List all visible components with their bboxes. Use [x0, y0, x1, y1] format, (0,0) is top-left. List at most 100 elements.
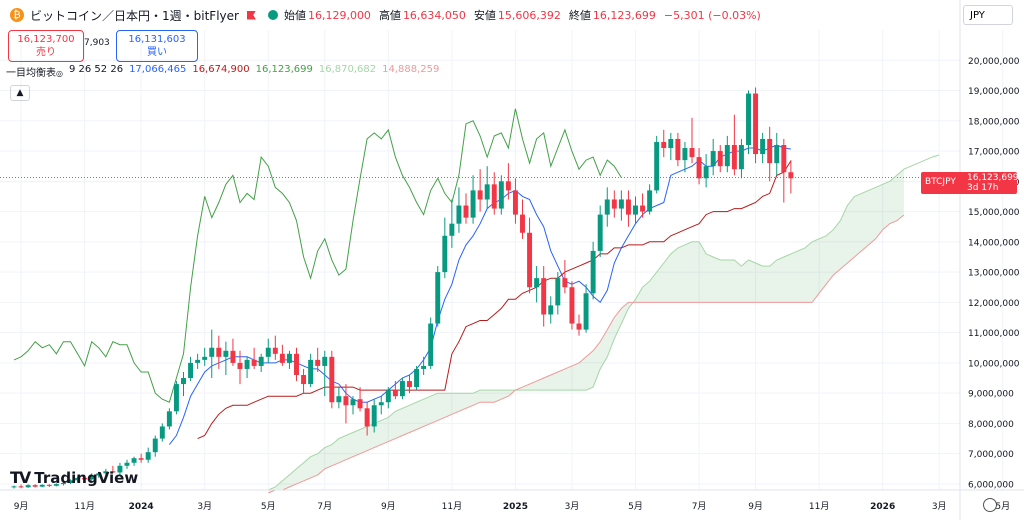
- candle-body: [60, 483, 66, 485]
- candle-body: [512, 190, 518, 215]
- candle-body: [421, 365, 427, 369]
- candle-body: [534, 278, 540, 288]
- candle-body: [717, 151, 723, 167]
- candle-body: [505, 181, 511, 191]
- candle-body: [322, 356, 328, 366]
- ichimoku-legend[interactable]: 一目均衡表◎ 9 26 52 26 17,066,465 16,674,900 …: [6, 64, 439, 79]
- collapse-chevron-icon[interactable]: ▲: [10, 85, 30, 101]
- currency-selector[interactable]: JPY: [963, 5, 1013, 25]
- candle-body: [703, 166, 709, 179]
- candle-body: [576, 323, 582, 330]
- candle-body: [265, 347, 271, 357]
- ichimoku-cloud: [268, 169, 904, 493]
- ticker-price: 16,123,699: [967, 172, 1019, 183]
- x-tick-label: 11月: [809, 501, 829, 512]
- candle-body: [188, 362, 194, 379]
- candle-body: [32, 485, 38, 487]
- candle-body: [216, 347, 222, 357]
- candle-body: [251, 359, 257, 366]
- sell-button[interactable]: 16,123,700 売り: [8, 30, 84, 62]
- candle-body: [202, 356, 208, 360]
- candle-body: [414, 368, 420, 388]
- candle-body: [181, 378, 186, 385]
- candle-body: [75, 477, 81, 481]
- candle-body: [96, 473, 102, 476]
- candle-body: [449, 223, 455, 236]
- candle-body: [668, 138, 674, 149]
- candle-body: [731, 145, 737, 170]
- span_b-line: [268, 214, 905, 494]
- candle-body: [520, 214, 525, 233]
- close-label: 終値: [568, 9, 591, 22]
- flag-icon[interactable]: [246, 10, 256, 20]
- lagging-line: [13, 108, 622, 403]
- candle-body: [138, 458, 144, 460]
- market-status-icon[interactable]: [267, 10, 278, 20]
- logo-text: TradingView: [34, 468, 139, 487]
- close-value: 16,123,699: [592, 8, 656, 22]
- candle-body: [230, 350, 236, 363]
- x-tick-label: 9月: [14, 501, 29, 512]
- chart-header: ₿ ビットコイン／日本円・1週・bitFlyer 始値 16,129,000 高…: [0, 0, 769, 30]
- cloud-area: [268, 169, 904, 493]
- y-tick-label: 9,000,000: [968, 390, 1014, 400]
- candle-body: [195, 359, 201, 363]
- y-tick-label: 7,000,000: [968, 450, 1014, 460]
- x-tick-label: 3月: [565, 501, 580, 512]
- candle-body: [286, 353, 292, 363]
- candle-body: [173, 384, 179, 412]
- candle-body: [442, 235, 448, 273]
- symbol-title[interactable]: ビットコイン／日本円・1週・bitFlyer: [30, 8, 239, 23]
- candle-body: [569, 287, 575, 324]
- gear-icon[interactable]: [983, 498, 997, 512]
- buy-button[interactable]: 16,131,603 買い: [116, 30, 198, 62]
- sell-price: 16,123,700: [17, 34, 75, 45]
- open-label: 始値: [283, 9, 306, 22]
- x-tick-label: 5月: [261, 501, 276, 512]
- candle-body: [788, 172, 794, 179]
- candle-body: [357, 399, 363, 409]
- y-tick-label: 8,000,000: [968, 420, 1014, 430]
- candle-body: [392, 390, 398, 397]
- tradingview-logo-icon: 𝗧𝗩: [10, 468, 31, 487]
- candle-body: [329, 356, 335, 403]
- candle-body: [159, 426, 165, 439]
- candle-body: [738, 145, 744, 170]
- low-label: 安値: [473, 9, 496, 22]
- span-a-value: 16,870,682: [318, 64, 377, 75]
- conversion-line: [169, 144, 791, 445]
- spread-value: 7,903: [84, 38, 110, 48]
- candle-body: [364, 408, 370, 427]
- candle-body: [590, 250, 596, 294]
- candle-body: [767, 138, 773, 164]
- candle-body: [689, 148, 695, 158]
- x-tick-label: 9月: [381, 501, 396, 512]
- high-value: 16,634,050: [402, 8, 466, 22]
- candle-body: [463, 205, 469, 218]
- candle-body: [724, 145, 730, 167]
- y-tick-label: 19,000,000: [968, 87, 1020, 97]
- candle-body: [484, 184, 490, 200]
- candle-body: [11, 486, 17, 488]
- candle-body: [647, 190, 653, 212]
- sell-label: 売り: [36, 47, 56, 58]
- candle-body: [491, 184, 497, 209]
- y-tick-label: 20,000,000: [968, 57, 1020, 67]
- candle-body: [294, 353, 299, 375]
- candle-body: [258, 356, 264, 366]
- candle-body: [633, 205, 638, 215]
- candle-body: [145, 452, 151, 460]
- span_a-line: [268, 154, 940, 491]
- candle-body: [583, 293, 589, 330]
- y-tick-label: 10,000,000: [968, 359, 1020, 369]
- candle-body: [654, 141, 660, 191]
- candle-body: [272, 347, 278, 354]
- x-tick-label: 7月: [692, 501, 707, 512]
- candle-body: [279, 353, 285, 363]
- candle-body: [68, 480, 73, 484]
- lagging-value: 16,123,699: [255, 64, 313, 75]
- candle-body: [223, 350, 229, 357]
- tradingview-logo[interactable]: 𝗧𝗩 TradingView: [10, 468, 138, 487]
- base-value: 16,674,900: [192, 64, 250, 75]
